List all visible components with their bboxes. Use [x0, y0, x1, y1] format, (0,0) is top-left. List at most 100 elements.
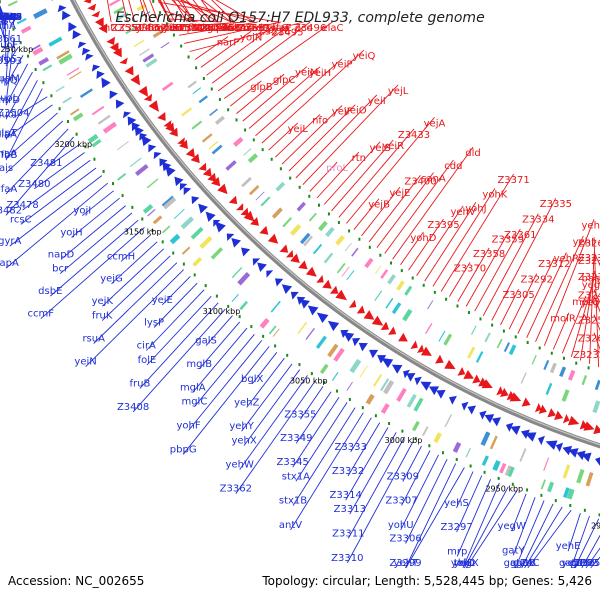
gene-label: Z3503	[0, 56, 22, 67]
grid-dot	[327, 212, 330, 216]
forward-gene-arrow	[57, 4, 67, 13]
grid-dot	[172, 33, 175, 37]
grid-dot	[583, 508, 586, 512]
gene-connector	[139, 0, 148, 23]
gene-label: rtn	[352, 153, 366, 164]
gene-label: Z3370	[454, 263, 486, 274]
feature-block	[231, 266, 243, 279]
gene-connector	[22, 159, 91, 211]
grid-dot	[479, 317, 482, 321]
grid-dot	[411, 276, 414, 280]
gene-connector	[248, 66, 321, 129]
grid-dot	[235, 118, 238, 122]
gene-label: yehR	[554, 254, 579, 265]
feature-block	[31, 44, 41, 51]
gene-connector	[5, 55, 24, 86]
feature-block	[492, 459, 501, 472]
feature-block	[208, 140, 219, 150]
feature-block	[452, 441, 462, 453]
gene-connector	[552, 312, 570, 350]
grid-dot	[75, 132, 78, 136]
feature-block	[313, 243, 323, 255]
forward-gene-arrow	[183, 187, 192, 196]
grid-dot	[502, 329, 505, 333]
feature-block	[594, 379, 600, 391]
feature-block	[351, 247, 359, 257]
gene-label: yohJ	[465, 203, 486, 214]
gene-connector	[192, 327, 248, 393]
gene-label: glpC	[273, 75, 295, 86]
gene-label: fruB	[129, 378, 150, 389]
forward-gene-arrow	[127, 116, 137, 126]
forward-gene-arrow	[266, 270, 274, 278]
feature-block	[559, 366, 567, 378]
forward-gene-arrow	[352, 337, 361, 347]
feature-block	[152, 30, 163, 38]
feature-block	[102, 121, 117, 134]
feature-block	[480, 431, 491, 446]
grid-dot	[368, 245, 371, 249]
gene-connector	[457, 247, 490, 302]
gene-connector	[295, 94, 378, 179]
gene-connector	[211, 0, 235, 23]
gene-connector	[5, 104, 53, 139]
reverse-gene-arrow	[380, 321, 390, 330]
feature-block	[300, 232, 311, 245]
gene-label: yegX	[453, 558, 478, 569]
feature-block	[413, 397, 424, 412]
gene-label: yehZ	[234, 397, 259, 408]
grid-dot	[469, 464, 472, 468]
feature-block	[531, 354, 537, 365]
gene-label: mglB	[186, 359, 212, 370]
gene-label: rcsB	[244, 23, 266, 34]
grid-dot	[497, 476, 500, 480]
grid-dot	[455, 457, 458, 461]
feature-block	[585, 472, 594, 487]
gene-label: nuoF	[0, 40, 19, 51]
reverse-gene-arrow	[298, 260, 308, 270]
feature-block	[142, 203, 154, 214]
gene-label: nfo	[312, 115, 328, 126]
forward-gene-arrow	[205, 211, 216, 222]
gene-connector	[239, 375, 308, 470]
gene-label: ais	[0, 163, 13, 174]
gene-connector	[508, 273, 538, 330]
feature-block	[391, 302, 402, 315]
forward-gene-arrow	[96, 70, 105, 79]
feature-block	[475, 351, 484, 363]
forward-gene-arrow	[122, 111, 132, 119]
gene-label: baeS	[582, 274, 600, 285]
gene-connector	[345, 427, 389, 501]
gene-label: yeiN	[74, 357, 96, 368]
feature-block	[199, 235, 213, 249]
feature-block	[231, 293, 239, 303]
gene-connector	[243, 369, 301, 446]
gene-connector	[5, 182, 108, 269]
gene-label: Z3594	[119, 23, 151, 34]
gene-label: Z3734	[0, 12, 22, 23]
feature-block	[66, 67, 80, 76]
feature-block	[161, 195, 174, 207]
reverse-gene-arrow	[163, 120, 172, 128]
reverse-gene-arrow	[509, 392, 522, 402]
gene-connector	[400, 231, 424, 266]
gene-connector	[230, 80, 262, 107]
gene-label: folX	[188, 23, 207, 34]
grid-dot	[562, 356, 565, 360]
feature-block	[145, 58, 158, 68]
gene-connector	[524, 506, 563, 569]
gene-label: cdd	[444, 161, 462, 172]
gene-label: rsuA	[82, 334, 105, 345]
feature-block	[349, 358, 362, 374]
gene-label: arnT	[233, 23, 256, 34]
feature-block	[508, 344, 517, 356]
reverse-gene-arrow	[228, 195, 238, 205]
gene-label: Z3588	[0, 12, 22, 23]
forward-gene-arrow	[467, 405, 477, 415]
gene-connector	[401, 450, 431, 506]
feature-block	[225, 160, 237, 171]
gene-label: mglA	[180, 382, 206, 393]
grid-dot	[250, 325, 253, 329]
gene-label: yehT	[394, 558, 419, 569]
